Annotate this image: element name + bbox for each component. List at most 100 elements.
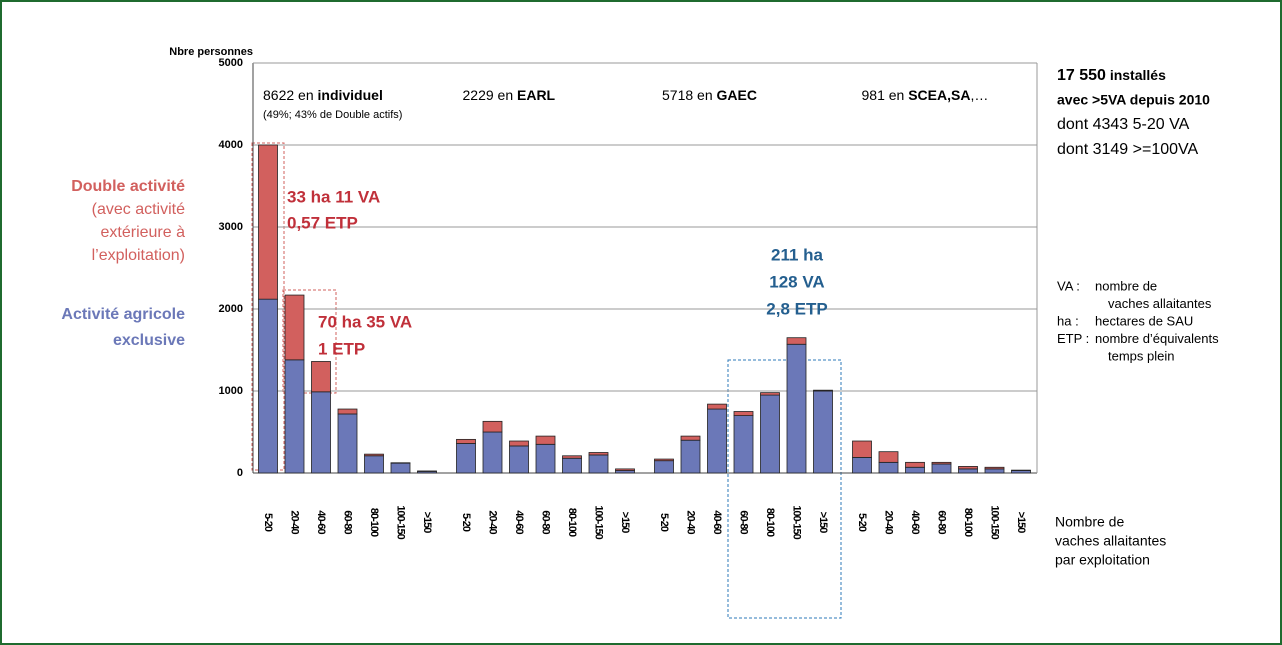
bar-segment [364,453,384,457]
bar-segment [786,337,807,345]
definition-abbr: VA : [1057,278,1080,293]
bar-segment [680,439,701,474]
bar-segment [337,413,358,474]
bar-segment [905,461,925,468]
legend-entry: Double activité [71,178,185,195]
bar-segment [562,457,582,474]
annotation: 0,57 ETP [287,213,358,232]
annotation: 2,8 ETP [766,299,827,318]
group-label: 981 en SCEA,SA,… [862,87,989,103]
group-count: 8622 en [263,87,318,103]
definition-text: nombre d’équivalents [1095,331,1219,346]
y-axis-label: Nbre personnes [169,46,253,58]
x-tick-label: 20-40 [487,510,499,534]
bar-segment [760,394,780,474]
bar-segment [878,451,899,463]
bar-segment [258,144,278,300]
bar-segment [958,466,978,470]
group-label: 5718 en GAEC [662,87,757,103]
bar-segment [654,460,674,474]
annotation: 1 ETP [318,339,365,358]
bar-segment [284,294,305,361]
x-tick-label: 60-80 [342,510,354,534]
group-count: 2229 en [463,87,518,103]
summary-suffix: installés [1106,67,1166,83]
bar-segment [931,463,952,474]
y-tick-label: 2000 [219,303,243,315]
x-tick-label: 60-80 [738,510,750,534]
bar-segment [535,435,556,445]
bar-segment [535,443,556,474]
bar-segment [984,468,1005,474]
x-tick-label: 60-80 [540,510,552,534]
bar-segment [733,415,754,474]
bar-segment [931,461,952,465]
annotation: 33 ha 11 VA [287,187,380,206]
group-label: 2229 en EARL [463,87,556,103]
bar-segment [588,452,609,456]
y-tick-label: 4000 [219,139,243,151]
bar-segment [984,466,1005,470]
x-tick-label: >150 [421,512,433,534]
x-tick-label: 5-20 [658,513,670,532]
x-tick-label: 20-40 [883,510,895,534]
bar-segment [680,435,701,441]
definition-abbr: ha : [1057,313,1079,328]
group-form: individuel [318,87,383,103]
bar-segment [760,392,780,396]
annotation: 70 ha 35 VA [318,312,412,331]
bar-segment [284,359,305,474]
x-tick-label: 5-20 [856,513,868,532]
bar-segment [311,361,331,393]
group-count: 5718 en [662,87,717,103]
x-tick-label: 40-60 [909,510,921,534]
bar-segment [562,455,582,459]
bar-segment [813,390,833,474]
summary: avec >5VA depuis 2010 [1057,92,1210,108]
definition-text: hectares de SAU [1095,313,1193,328]
bar-segment [707,408,727,474]
bar-segment [337,408,358,415]
x-tick-label: 80-100 [962,508,974,537]
legend-line: Activité agricole [61,306,185,323]
bar-segment [311,391,331,474]
bar-segment [707,403,727,410]
bar-segment [482,431,503,474]
summary: dont 4343 5-20 VA [1057,116,1190,133]
definition-text: nombre de [1095,278,1157,293]
legend-description: (avec activité [92,201,185,218]
x-tick-label: 40-60 [711,510,723,534]
definition-text: temps plein [1108,348,1174,363]
legend-description: extérieure à [101,224,186,241]
x-axis-label: par exploitation [1055,552,1150,568]
x-tick-label: 100-150 [989,505,1001,539]
bar-segment [786,343,807,474]
x-tick-label: 5-20 [460,513,472,532]
x-tick-label: >150 [1015,512,1027,534]
x-tick-label: 20-40 [685,510,697,534]
x-tick-label: 60-80 [936,510,948,534]
bar-segment [482,420,503,433]
x-tick-label: 80-100 [368,508,380,537]
group-label: 8622 en individuel [263,87,383,103]
bar-segment [615,468,635,471]
bar-segment [654,458,674,462]
bar-segment [813,389,833,392]
definition-text: vaches allaitantes [1108,296,1212,311]
group-count: 981 en [862,87,909,103]
x-tick-label: >150 [817,512,829,534]
annotation: 128 VA [769,272,824,291]
legend-entry: Activité agricole exclusive [61,306,185,349]
bar-segment [852,457,872,474]
y-tick-label: 0 [237,467,243,479]
highlight-box [282,289,337,394]
bar-segment [258,298,278,474]
x-axis-label: Nombre de [1055,514,1124,530]
x-tick-label: 40-60 [315,510,327,534]
group-form: GAEC [717,87,757,103]
x-tick-label: 5-20 [262,513,274,532]
bar-segment [509,445,529,474]
legend-line: exclusive [113,332,185,349]
